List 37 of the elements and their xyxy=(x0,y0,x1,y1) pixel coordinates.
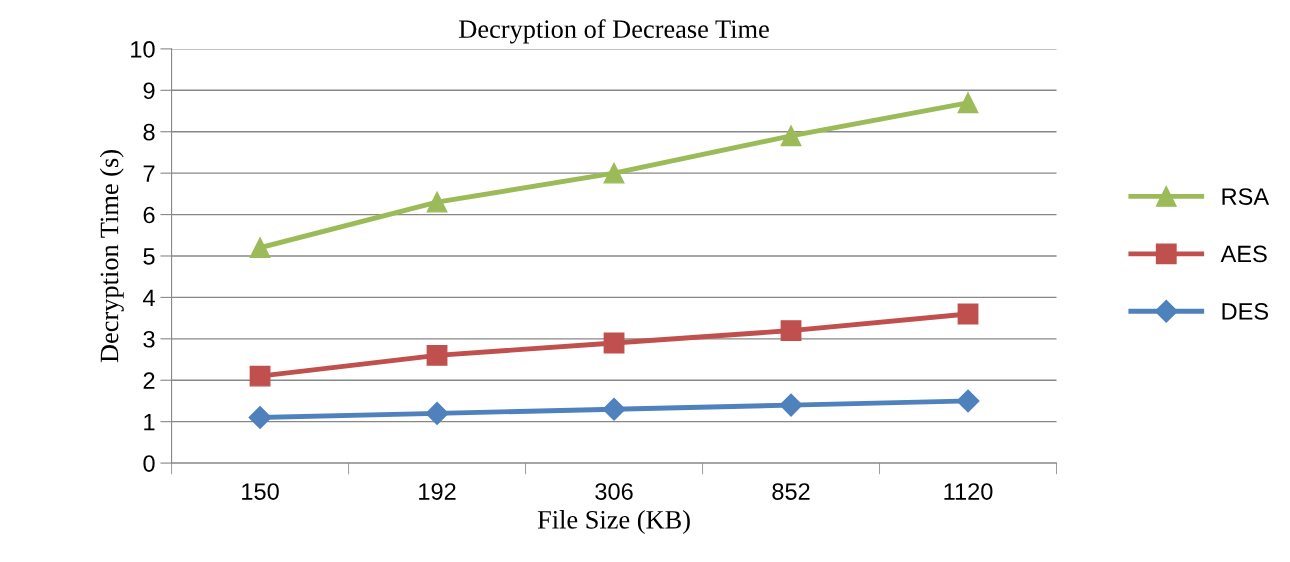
x-tick-label: 192 xyxy=(419,483,456,500)
point xyxy=(957,92,979,114)
point xyxy=(780,125,802,147)
point xyxy=(779,393,803,417)
point xyxy=(249,365,271,387)
legend-label: RSA xyxy=(1222,188,1270,205)
point xyxy=(602,397,626,421)
legend-label: DES xyxy=(1222,303,1269,320)
y-tick-label: 9 xyxy=(143,82,155,100)
y-axis-title: Decryption Time (s) xyxy=(99,150,124,363)
y-tick-label: 3 xyxy=(143,330,155,348)
y-tick-label: 2 xyxy=(143,372,155,389)
point xyxy=(780,320,802,341)
y-tick-label: 8 xyxy=(143,123,155,141)
legend-label: AES xyxy=(1220,245,1267,263)
point xyxy=(248,406,272,430)
y-tick-label: 6 xyxy=(143,206,155,224)
point xyxy=(957,303,979,325)
y-tick-label: 0 xyxy=(143,455,155,472)
chart-title: Decryption of Decrease Time xyxy=(459,19,769,44)
point xyxy=(603,162,625,184)
point xyxy=(249,237,271,259)
point xyxy=(956,389,980,413)
y-tick-label: 7 xyxy=(143,165,155,182)
point xyxy=(603,332,625,354)
y-tick-label: 4 xyxy=(143,289,155,306)
y-tick-label: 5 xyxy=(143,248,155,265)
point xyxy=(426,344,448,366)
x-tick-label: 1120 xyxy=(944,483,993,500)
x-tick-label: 150 xyxy=(242,483,279,500)
x-tick-label: 306 xyxy=(595,483,633,500)
y-tick-label: 1 xyxy=(144,413,155,431)
x-tick-label: 852 xyxy=(772,483,810,500)
y-tick-label: 10 xyxy=(131,40,155,58)
point xyxy=(425,401,449,425)
point xyxy=(426,191,448,213)
x-axis-title: File Size (KB) xyxy=(537,510,690,535)
